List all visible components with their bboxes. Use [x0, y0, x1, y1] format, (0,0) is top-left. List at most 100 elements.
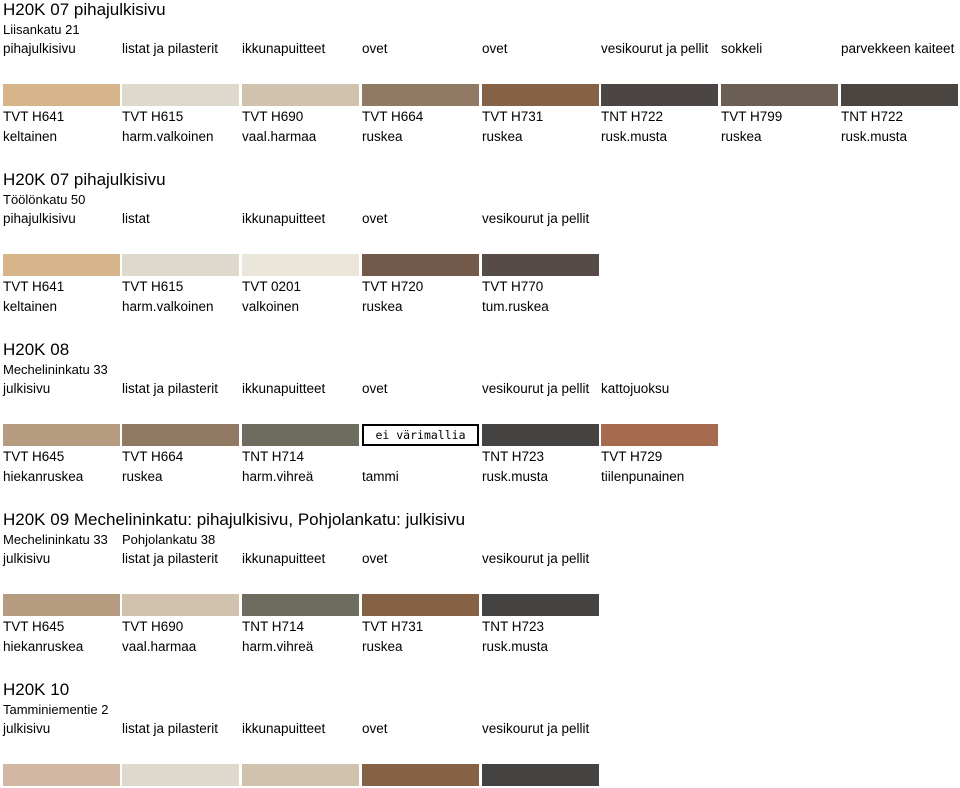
street-address: Mechelininkatu 33	[3, 362, 108, 377]
building-part-label: julkisivu	[3, 721, 51, 736]
building-part-label: pihajulkisivu	[3, 211, 76, 226]
building-part-label: parvekkeen kaiteet	[841, 41, 955, 56]
color-swatch	[482, 594, 599, 616]
color-name: ruskea	[721, 129, 762, 144]
color-swatch	[362, 764, 479, 786]
color-swatch	[482, 424, 599, 446]
color-name: harm.vihreä	[242, 469, 314, 484]
color-swatch	[242, 254, 359, 276]
color-code: TVT H729	[601, 449, 663, 464]
color-code: TVT H641	[3, 279, 65, 294]
color-name: ruskea	[122, 469, 163, 484]
building-part-label: pihajulkisivu	[3, 41, 76, 56]
no-color-sample-box: ei värimallia	[362, 424, 479, 446]
color-code: TVT H641	[3, 109, 65, 124]
color-code: TVT 0201	[242, 279, 302, 294]
color-name: rusk.musta	[482, 639, 549, 654]
color-swatch	[242, 424, 359, 446]
color-code: TVT H770	[482, 279, 544, 294]
color-swatch	[3, 84, 120, 106]
color-name: tum.ruskea	[482, 299, 549, 314]
color-swatch	[3, 764, 120, 786]
section-title: H20K 09 Mechelininkatu: pihajulkisivu, P…	[3, 510, 466, 529]
color-swatch	[601, 84, 718, 106]
street-address-2: Pohjolankatu 38	[122, 532, 216, 547]
building-part-label: listat ja pilasterit	[122, 41, 219, 56]
color-name: rusk.musta	[601, 129, 668, 144]
color-name: ruskea	[482, 129, 523, 144]
building-part-label: ikkunapuitteet	[242, 551, 326, 566]
color-swatch	[242, 594, 359, 616]
color-swatch	[482, 764, 599, 786]
color-name: harm.valkoinen	[122, 299, 214, 314]
color-swatch	[122, 764, 239, 786]
section-title: H20K 10	[3, 680, 70, 699]
color-name: rusk.musta	[841, 129, 908, 144]
building-part-label: listat ja pilasterit	[122, 721, 219, 736]
color-code: TVT H690	[242, 109, 304, 124]
color-swatch	[242, 84, 359, 106]
building-part-label: julkisivu	[3, 381, 51, 396]
color-swatch	[122, 84, 239, 106]
street-address: Liisankatu 21	[3, 22, 80, 37]
color-name: harm.vihreä	[242, 639, 314, 654]
building-part-label: sokkeli	[721, 41, 763, 56]
section-title: H20K 07 pihajulkisivu	[3, 0, 166, 19]
building-part-label: ikkunapuitteet	[242, 381, 326, 396]
color-code: TVT H664	[362, 109, 424, 124]
color-code: TNT H714	[242, 619, 305, 634]
color-code: TVT H645	[3, 449, 65, 464]
color-code: TNT H722	[841, 109, 904, 124]
building-part-label: listat ja pilasterit	[122, 381, 219, 396]
building-part-label: ovet	[362, 211, 388, 226]
color-swatch	[721, 84, 838, 106]
color-swatch	[362, 254, 479, 276]
building-part-label: listat ja pilasterit	[122, 551, 219, 566]
color-swatch	[3, 594, 120, 616]
street-address: Mechelininkatu 33	[3, 532, 108, 547]
building-part-label: ovet	[482, 41, 508, 56]
color-name: vaal.harmaa	[122, 639, 197, 654]
color-swatch	[122, 254, 239, 276]
building-part-label: ikkunapuitteet	[242, 721, 326, 736]
building-part-label: ovet	[362, 41, 388, 56]
color-name: valkoinen	[242, 299, 300, 314]
section-title: H20K 08	[3, 340, 70, 359]
color-name: vaal.harmaa	[242, 129, 317, 144]
building-part-label: ikkunapuitteet	[242, 211, 326, 226]
color-code: TVT H720	[362, 279, 424, 294]
building-part-label: ovet	[362, 381, 388, 396]
color-code: TNT H714	[242, 449, 305, 464]
building-part-label: kattojuoksu	[601, 381, 670, 396]
color-swatch	[122, 594, 239, 616]
color-code: TVT H664	[122, 449, 184, 464]
color-name: keltainen	[3, 299, 58, 314]
building-part-label: vesikourut ja pellit	[482, 551, 590, 566]
color-swatch	[482, 84, 599, 106]
color-swatch	[122, 424, 239, 446]
color-swatch	[841, 84, 958, 106]
color-code: TNT H722	[601, 109, 664, 124]
street-address: Tamminiementie 2	[3, 702, 109, 717]
color-swatch	[482, 254, 599, 276]
color-code: TVT H731	[482, 109, 544, 124]
building-part-label: julkisivu	[3, 551, 51, 566]
color-name: rusk.musta	[482, 469, 549, 484]
color-code: TVT H731	[362, 619, 424, 634]
color-code: TVT H615	[122, 279, 184, 294]
color-name: harm.valkoinen	[122, 129, 214, 144]
color-name: tammi	[362, 469, 399, 484]
color-code: TVT H690	[122, 619, 184, 634]
building-part-label: vesikourut ja pellit	[482, 721, 590, 736]
building-part-label: vesikourut ja pellit	[482, 381, 590, 396]
color-code: TNT H723	[482, 449, 545, 464]
section-title: H20K 07 pihajulkisivu	[3, 170, 166, 189]
color-swatch	[3, 254, 120, 276]
color-swatch	[362, 84, 479, 106]
color-name: tiilenpunainen	[601, 469, 685, 484]
color-name: keltainen	[3, 129, 58, 144]
color-name: ruskea	[362, 639, 403, 654]
building-part-label: ovet	[362, 721, 388, 736]
color-name: hiekanruskea	[3, 469, 84, 484]
color-swatch	[601, 424, 718, 446]
